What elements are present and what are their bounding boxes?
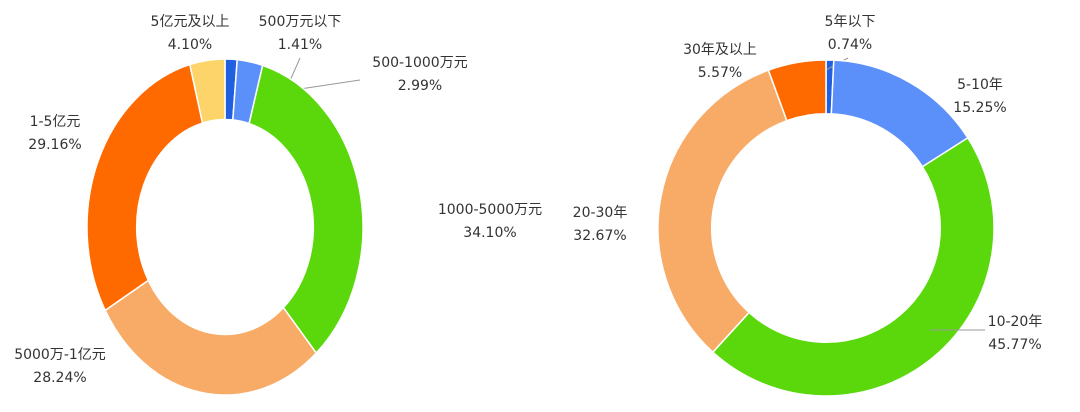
slice-value-label: 34.10% [463, 225, 516, 241]
slice-value-label: 45.77% [988, 337, 1041, 353]
donut-slice [767, 59, 827, 122]
slice-label: 5年以下 [825, 14, 876, 30]
donut-slice [711, 136, 995, 397]
slice-label: 30年及以上 [683, 42, 757, 58]
donut-slice [86, 63, 204, 312]
slice-value-label: 4.10% [168, 37, 212, 53]
donut-slice [104, 279, 318, 396]
slice-value-label: 28.24% [33, 370, 86, 386]
slice-value-label: 5.57% [698, 65, 742, 81]
donut-slice [248, 64, 364, 355]
slice-label: 5亿元及以上 [151, 14, 230, 30]
slice-label: 500-1000万元 [372, 55, 467, 71]
slice-label: 20-30年 [573, 205, 628, 221]
slice-value-label: 32.67% [573, 228, 626, 244]
slice-label: 1000-5000万元 [438, 202, 542, 218]
slice-value-label: 15.25% [953, 100, 1006, 116]
slice-label: 1-5亿元 [30, 114, 81, 130]
slice-value-label: 2.99% [398, 78, 442, 94]
slice-label: 5-10年 [957, 77, 1003, 93]
slice-label: 10-20年 [988, 314, 1043, 330]
slice-value-label: 1.41% [278, 37, 322, 53]
donut-slice [188, 58, 226, 124]
slice-value-label: 0.74% [828, 37, 872, 53]
slice-value-label: 29.16% [28, 137, 81, 153]
slice-label: 500万元以下 [259, 14, 342, 30]
slice-label: 5000万-1亿元 [14, 347, 106, 363]
donut-slice [657, 69, 788, 354]
